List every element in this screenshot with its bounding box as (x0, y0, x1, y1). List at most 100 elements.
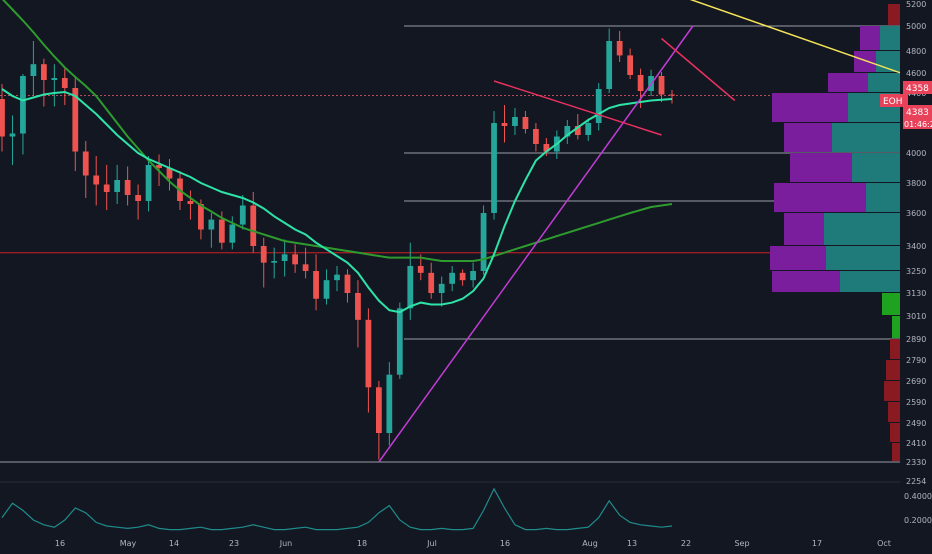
x-tick-5: 18 (357, 539, 367, 548)
profile-buy-10 (824, 213, 900, 245)
x-tick-11: Sep (734, 539, 749, 548)
profile-sell-9 (770, 246, 826, 270)
candle-body-18 (187, 201, 194, 204)
y-tick-10: 3250 (906, 267, 926, 276)
x-tick-7: 16 (500, 539, 510, 548)
candle-body-36 (375, 387, 382, 433)
candle-body-52 (543, 144, 550, 152)
candle-body-13 (135, 195, 141, 201)
symbol-tag-bg (880, 94, 908, 107)
profile-sell-12 (790, 153, 852, 182)
profile-sell-16 (854, 51, 876, 72)
candle-body-24 (250, 205, 257, 246)
profile-bar-0 (892, 443, 900, 461)
profile-sell-11 (774, 183, 866, 212)
profile-bar-7 (882, 293, 900, 315)
candle-body-41 (428, 272, 435, 293)
candle-body-27 (281, 254, 288, 261)
profile-bar-2 (888, 402, 900, 422)
candle-body-60 (627, 55, 634, 75)
profile-sell-15 (828, 73, 868, 92)
x-tick-0: 16 (55, 539, 65, 548)
candle-body-23 (239, 205, 246, 225)
candle-body-14 (145, 165, 152, 201)
candle-body-28 (292, 254, 299, 265)
candle-body-10 (103, 184, 110, 192)
candle-body-19 (198, 204, 204, 230)
candle-body-25 (260, 246, 267, 263)
y-tick-19: 5000 (906, 22, 926, 31)
profile-sell-8 (772, 271, 840, 292)
candle-body-42 (438, 283, 445, 293)
y-tick-7: 2890 (906, 335, 926, 344)
osc-tick-0: 0.4000 (904, 492, 932, 501)
candle-body-61 (637, 75, 644, 91)
x-tick-3: 23 (229, 539, 239, 548)
y-tick-9: 3130 (906, 289, 926, 298)
candle-body-37 (386, 374, 393, 433)
candle-body-43 (449, 272, 456, 284)
candle-body-38 (396, 308, 403, 375)
moving-averages (1, 0, 673, 314)
y-tick-14: 4000 (906, 149, 926, 158)
candle-body-3 (30, 64, 37, 76)
candle-body-22 (229, 224, 236, 243)
y-tick-3: 2490 (906, 419, 926, 428)
profile-bar-6 (892, 316, 900, 338)
candle-body-46 (480, 213, 487, 271)
candle-body-44 (459, 272, 466, 281)
profile-buy-8 (840, 271, 900, 292)
oscillator-panel (1, 487, 673, 531)
candle-body-47 (491, 123, 497, 213)
x-tick-9: 13 (627, 539, 637, 548)
candle-body-7 (72, 88, 79, 152)
profile-buy-12 (852, 153, 900, 182)
candle-body-5 (51, 78, 58, 80)
candle-body-8 (82, 151, 89, 176)
candle-body-16 (166, 168, 173, 179)
profile-bar-3 (884, 381, 900, 401)
y-tick-6: 2790 (906, 356, 926, 365)
y-tick-12: 3600 (906, 209, 926, 218)
candle-body-6 (61, 78, 68, 88)
candle-body-49 (512, 117, 518, 126)
candle-body-0 (0, 99, 5, 137)
candle-body-34 (355, 293, 361, 320)
profile-sell-17 (860, 26, 880, 50)
candle-body-11 (114, 180, 121, 192)
y-tick-13: 3800 (906, 179, 926, 188)
price-tag-2: 4383 (906, 108, 929, 118)
time-axis: 16 May 14 23 Jun 18 Jul 16 Aug 13 22 Sep 17 Oct (55, 539, 891, 548)
candle-body-64 (669, 94, 675, 96)
y-tick-20: 5200 (906, 0, 926, 9)
profile-buy-9 (826, 246, 900, 270)
candle-body-59 (616, 41, 623, 56)
trendlines (378, 0, 932, 463)
profile-buy-15 (868, 73, 900, 92)
trendline-1 (378, 25, 694, 463)
candle-body-50 (522, 117, 529, 129)
candle-body-4 (40, 64, 47, 80)
profile-bar-4 (886, 360, 900, 380)
x-tick-1: May (120, 539, 137, 548)
candle-body-35 (365, 319, 372, 388)
profile-bar-1 (890, 423, 900, 442)
candle-body-57 (595, 89, 602, 123)
trendline-0 (689, 0, 932, 85)
profile-buy-11 (866, 183, 900, 212)
x-tick-2: 14 (169, 539, 179, 548)
price-tag-1-bg (903, 81, 932, 94)
x-tick-6: Jul (426, 539, 437, 548)
candle-body-29 (302, 264, 309, 271)
y-tick-11: 3400 (906, 242, 926, 251)
trendline-2 (493, 80, 662, 136)
x-tick-10: 22 (681, 539, 691, 548)
countdown-tag-bg (903, 117, 932, 129)
candle-body-63 (658, 76, 665, 95)
oscillator-line (1, 487, 673, 531)
candle-body-48 (501, 123, 508, 126)
candle-body-40 (417, 266, 424, 273)
candle-body-12 (124, 180, 131, 195)
y-tick-8: 3010 (906, 312, 926, 321)
